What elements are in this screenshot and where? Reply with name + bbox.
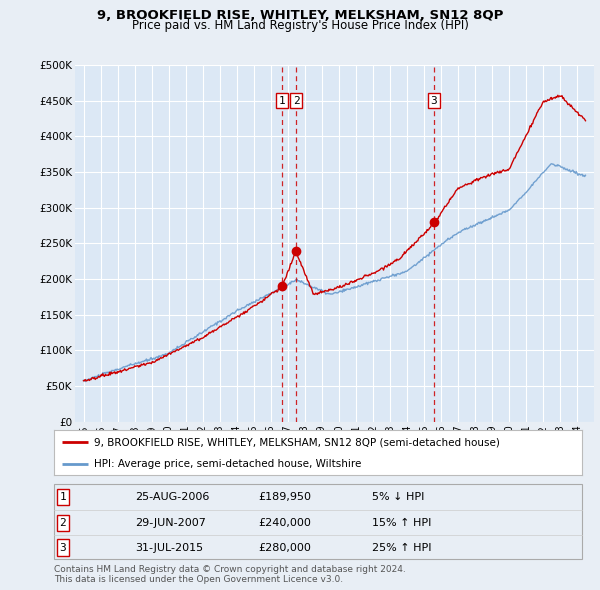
Text: 2: 2 [59,518,67,527]
Text: 25% ↑ HPI: 25% ↑ HPI [372,543,431,552]
Text: 29-JUN-2007: 29-JUN-2007 [135,518,206,527]
Text: 25-AUG-2006: 25-AUG-2006 [135,493,209,502]
Text: 3: 3 [59,543,67,552]
Text: This data is licensed under the Open Government Licence v3.0.: This data is licensed under the Open Gov… [54,575,343,584]
Text: Price paid vs. HM Land Registry's House Price Index (HPI): Price paid vs. HM Land Registry's House … [131,19,469,32]
Text: 5% ↓ HPI: 5% ↓ HPI [372,493,424,502]
Text: £280,000: £280,000 [258,543,311,552]
Text: 9, BROOKFIELD RISE, WHITLEY, MELKSHAM, SN12 8QP (semi-detached house): 9, BROOKFIELD RISE, WHITLEY, MELKSHAM, S… [94,437,499,447]
Text: £189,950: £189,950 [258,493,311,502]
Text: £240,000: £240,000 [258,518,311,527]
Text: 2: 2 [293,96,299,106]
Text: 1: 1 [59,493,67,502]
Text: 15% ↑ HPI: 15% ↑ HPI [372,518,431,527]
Text: 3: 3 [430,96,437,106]
Text: Contains HM Land Registry data © Crown copyright and database right 2024.: Contains HM Land Registry data © Crown c… [54,565,406,573]
Text: 9, BROOKFIELD RISE, WHITLEY, MELKSHAM, SN12 8QP: 9, BROOKFIELD RISE, WHITLEY, MELKSHAM, S… [97,9,503,22]
Text: HPI: Average price, semi-detached house, Wiltshire: HPI: Average price, semi-detached house,… [94,458,361,468]
Text: 31-JUL-2015: 31-JUL-2015 [135,543,203,552]
Text: 1: 1 [278,96,285,106]
